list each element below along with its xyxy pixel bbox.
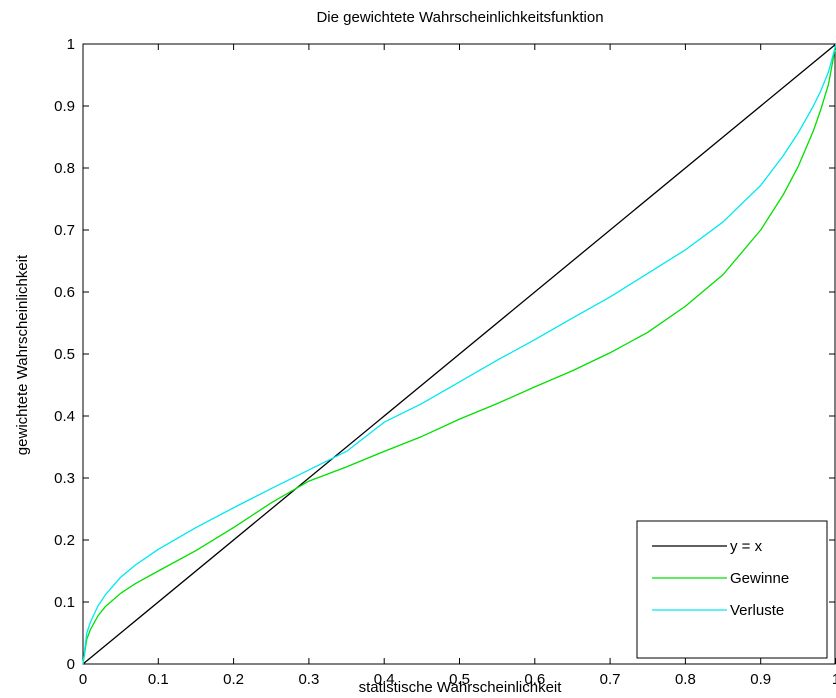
x-tick-label: 0.2 bbox=[223, 671, 244, 688]
x-axis-label: statistische Wahrscheinlichkeit bbox=[359, 679, 563, 696]
series-line-verluste bbox=[82, 43, 836, 665]
x-tick-label: 0.6 bbox=[524, 671, 545, 688]
y-axis-label: gewichtete Wahrscheinlichkeit bbox=[14, 254, 31, 455]
x-tick-label: 0 bbox=[79, 671, 87, 688]
y-tick-label: 0.3 bbox=[54, 470, 75, 487]
series-line-gewinne bbox=[82, 43, 836, 665]
x-tick-label: 0.9 bbox=[750, 671, 771, 688]
x-tick-label: 1 bbox=[832, 671, 836, 688]
x-tick-label: 0.3 bbox=[298, 671, 319, 688]
series-line-y-x bbox=[82, 43, 836, 665]
legend-label-y-x: y = x bbox=[730, 538, 763, 555]
legend-items: y = x Gewinne Verluste bbox=[652, 538, 789, 619]
x-tick-label: 0.8 bbox=[675, 671, 696, 688]
legend-label-verluste: Verluste bbox=[730, 602, 784, 619]
x-tick-label: 0.7 bbox=[600, 671, 621, 688]
x-tick-label: 0.4 bbox=[374, 671, 395, 688]
y-tick-label: 0.2 bbox=[54, 532, 75, 549]
y-tick-label: 0.8 bbox=[54, 160, 75, 177]
legend-box bbox=[636, 520, 828, 659]
y-tick-label: 0 bbox=[67, 656, 75, 673]
y-axis-ticks: 0 0.1 0.2 0.3 0.4 0.5 0.6 0.7 0.8 0.9 1 bbox=[54, 36, 835, 673]
legend: y = x Gewinne Verluste bbox=[636, 520, 828, 659]
y-tick-label: 0.5 bbox=[54, 346, 75, 363]
y-tick-label: 1 bbox=[67, 36, 75, 53]
y-tick-label: 0.7 bbox=[54, 222, 75, 239]
chart-title: Die gewichtete Wahrscheinlichkeitsfunkti… bbox=[316, 9, 603, 26]
y-tick-label: 0.1 bbox=[54, 594, 75, 611]
y-tick-label: 0.6 bbox=[54, 284, 75, 301]
y-tick-label: 0.4 bbox=[54, 408, 75, 425]
legend-label-gewinne: Gewinne bbox=[730, 570, 789, 587]
x-tick-label: 0.5 bbox=[449, 671, 470, 688]
x-tick-label: 0.1 bbox=[148, 671, 169, 688]
x-axis-ticks: 0 0.1 0.2 0.3 0.4 0.5 0.6 0.7 0.8 0.9 1 bbox=[79, 44, 836, 688]
series-lines bbox=[82, 43, 836, 665]
y-tick-label: 0.9 bbox=[54, 98, 75, 115]
